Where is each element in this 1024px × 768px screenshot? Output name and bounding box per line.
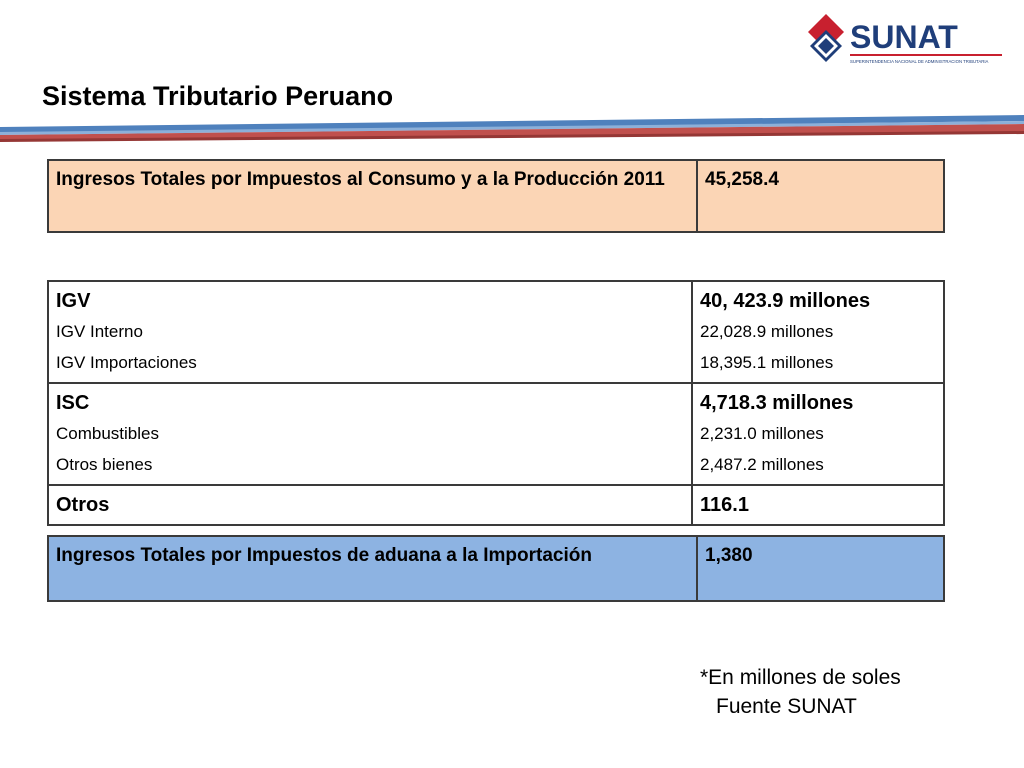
combustibles-value: 2,231.0 millones <box>700 424 824 443</box>
consumo-value: 45,258.4 <box>696 159 945 233</box>
isc-label: ISC <box>56 392 90 414</box>
aduana-value: 1,380 <box>696 535 945 602</box>
table-row: ISC Combustibles Otros bienes 4,718.3 mi… <box>47 382 945 486</box>
logo-underline <box>850 54 1002 56</box>
igv-interno-label: IGV Interno <box>56 322 143 341</box>
stripe-dark-red <box>0 131 1024 142</box>
igv-label: IGV <box>56 290 91 312</box>
table-row: IGV IGV Interno IGV Importaciones 40, 42… <box>47 280 945 384</box>
footnote-source: Fuente SUNAT <box>716 695 857 718</box>
stripe-blue <box>0 115 1024 133</box>
otros-label: Otros <box>56 494 110 516</box>
sunat-logo: SUNAT SUPERINTENDENCIA NACIONAL DE ADMIN… <box>804 10 1008 72</box>
igv-importaciones-value: 18,395.1 millones <box>700 353 834 372</box>
isc-value-cell: 4,718.3 millones 2,231.0 millones 2,487.… <box>691 382 945 486</box>
table-row: Otros 116.1 <box>47 484 945 526</box>
otros-value: 116.1 <box>700 494 749 516</box>
isc-value: 4,718.3 millones <box>700 392 854 414</box>
consumo-table: Ingresos Totales por Impuestos al Consum… <box>47 159 945 233</box>
aduana-label: Ingresos Totales por Impuestos de aduana… <box>47 535 698 602</box>
table-row: Ingresos Totales por Impuestos al Consum… <box>47 159 945 233</box>
logo-tagline: SUPERINTENDENCIA NACIONAL DE ADMINISTRAC… <box>850 59 989 64</box>
igv-value: 40, 423.9 millones <box>700 290 871 312</box>
sunat-logo-graphic: SUNAT SUPERINTENDENCIA NACIONAL DE ADMIN… <box>808 14 1002 64</box>
logo-wordmark: SUNAT <box>850 19 958 55</box>
igv-importaciones-label: IGV Importaciones <box>56 353 197 372</box>
isc-label-cell: ISC Combustibles Otros bienes <box>47 382 693 486</box>
page-title: Sistema Tributario Peruano <box>42 81 394 111</box>
detail-table: IGV IGV Interno IGV Importaciones 40, 42… <box>47 280 945 526</box>
otros-bienes-value: 2,487.2 millones <box>700 455 824 474</box>
footnote-units: *En millones de soles <box>700 666 901 689</box>
table-row: Ingresos Totales por Impuestos de aduana… <box>47 535 945 602</box>
otros-label-cell: Otros <box>47 484 693 526</box>
stripe-red <box>0 124 1024 140</box>
otros-bienes-label: Otros bienes <box>56 455 153 474</box>
otros-value-cell: 116.1 <box>691 484 945 526</box>
header-stripes <box>0 115 1024 142</box>
footnote: *En millones de soles Fuente SUNAT <box>700 663 901 721</box>
aduana-table: Ingresos Totales por Impuestos de aduana… <box>47 535 945 602</box>
consumo-label: Ingresos Totales por Impuestos al Consum… <box>47 159 698 233</box>
logo-emblem-core <box>818 38 834 54</box>
igv-label-cell: IGV IGV Interno IGV Importaciones <box>47 280 693 384</box>
igv-interno-value: 22,028.9 millones <box>700 322 834 341</box>
combustibles-label: Combustibles <box>56 424 159 443</box>
igv-value-cell: 40, 423.9 millones 22,028.9 millones 18,… <box>691 280 945 384</box>
stripe-light-blue <box>0 121 1024 135</box>
